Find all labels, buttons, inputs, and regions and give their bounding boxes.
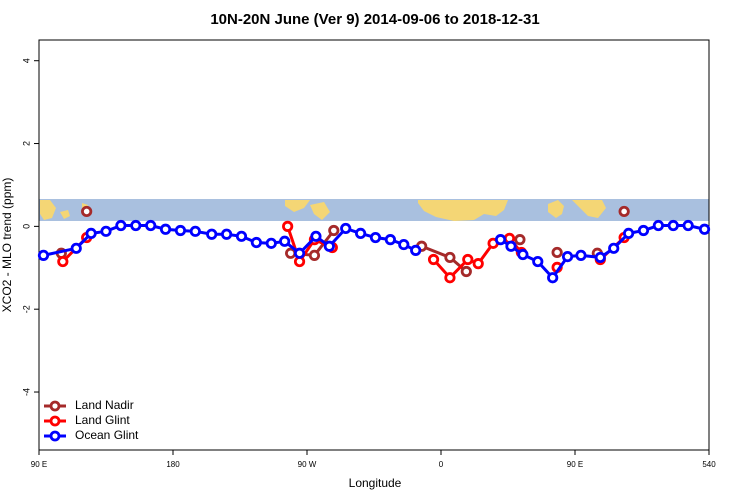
data-point [494, 234, 507, 246]
data-point [189, 225, 201, 237]
data-point [354, 227, 367, 240]
data-point [159, 223, 172, 235]
data-point [460, 265, 472, 278]
data-point [444, 251, 456, 264]
data-point [594, 251, 606, 264]
data-point [551, 246, 563, 259]
data-point [115, 219, 127, 232]
data-point [462, 253, 474, 266]
y-axis-label: XCO2 - MLO trend (ppm) [0, 178, 14, 313]
data-point [221, 228, 233, 240]
legend-marker [49, 415, 61, 427]
data-point [130, 219, 142, 232]
data-point [174, 224, 187, 237]
chart-title: 10N-20N June (Ver 9) 2014-09-06 to 2018-… [210, 11, 539, 28]
x-axis-label: Longitude [349, 476, 402, 490]
data-point [652, 219, 664, 232]
data-point [667, 219, 679, 232]
data-point [517, 248, 529, 261]
y-tick-label: -4 [21, 388, 31, 396]
data-point [250, 236, 262, 249]
data-point [682, 219, 694, 232]
y-tick-label: 0 [21, 224, 31, 229]
data-point [444, 272, 456, 284]
y-tick-label: 4 [21, 58, 31, 63]
data-point [100, 225, 112, 237]
data-point [384, 234, 396, 246]
data-point [622, 227, 635, 240]
data-point [308, 249, 321, 261]
data-point [145, 219, 157, 232]
data-point [81, 205, 93, 218]
data-point [637, 224, 650, 237]
data-point [85, 227, 97, 240]
data-point [427, 253, 440, 266]
data-point [265, 237, 277, 249]
x-tick-label: 0 [439, 460, 444, 469]
legend-label: Land Glint [75, 413, 130, 427]
x-tick-label: 540 [702, 460, 716, 469]
data-point [575, 249, 587, 261]
data-point [608, 242, 620, 254]
legend-marker [49, 430, 61, 442]
data-point [514, 234, 526, 246]
data-point [235, 230, 248, 242]
data-point [561, 250, 574, 263]
data-point [472, 258, 484, 270]
data-point [279, 235, 291, 247]
data-point [282, 220, 294, 232]
y-tick-label: -2 [21, 305, 31, 313]
map-strip [39, 199, 709, 221]
data-point [398, 238, 410, 251]
x-tick-label: 90 W [298, 460, 317, 469]
data-point [618, 205, 630, 218]
y-tick-label: 2 [21, 141, 31, 146]
data-point [293, 247, 306, 259]
data-point [37, 249, 50, 261]
plot-frame [38, 39, 710, 451]
data-point [532, 255, 544, 268]
x-tick-label: 180 [166, 460, 180, 469]
data-point [698, 223, 711, 235]
data-point [369, 231, 382, 244]
legend-label: Land Nadir [75, 398, 134, 412]
data-point [547, 272, 559, 284]
x-tick-label: 90 E [567, 460, 583, 469]
data-point [310, 230, 322, 242]
data-point [410, 244, 422, 256]
data-point [328, 224, 340, 237]
data-point [57, 255, 69, 268]
data-point [206, 228, 218, 240]
data-point [340, 222, 352, 235]
data-point [323, 240, 335, 252]
x-tick-label: 90 E [31, 460, 47, 469]
legend-marker [49, 400, 61, 412]
data-point [505, 240, 517, 252]
data-point [70, 242, 82, 254]
legend-label: Ocean Glint [75, 428, 139, 442]
